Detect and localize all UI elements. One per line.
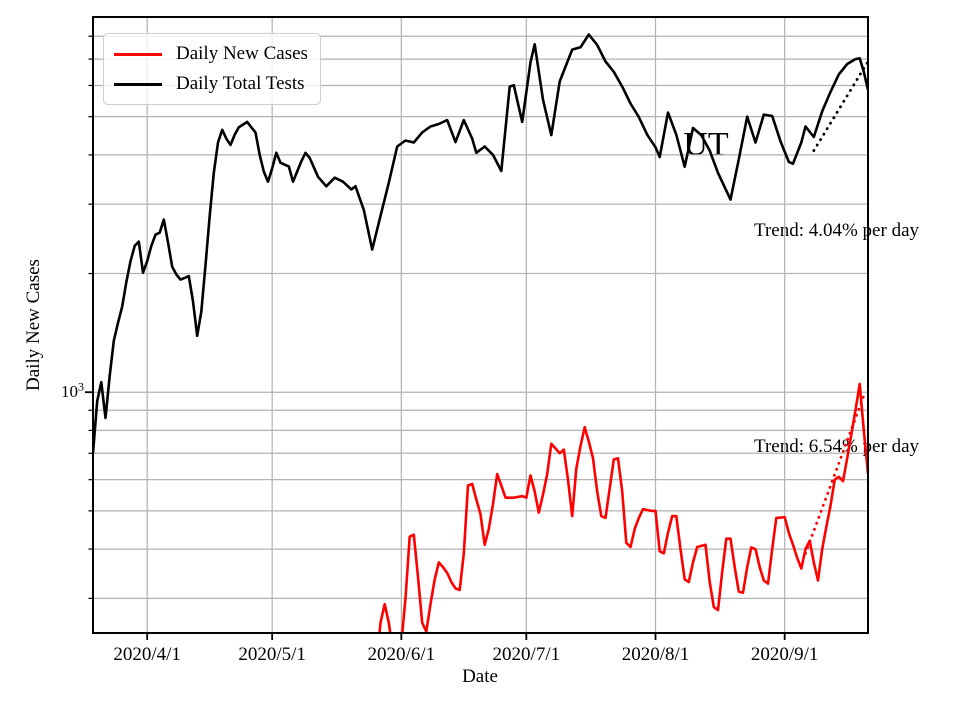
tests-trend-dotted-line bbox=[812, 60, 868, 153]
x-tick-label: 2020/4/1 bbox=[113, 644, 181, 665]
x-tick-label: 2020/9/1 bbox=[750, 644, 819, 665]
cases-trend-label: Trend: 6.54% per day bbox=[754, 436, 919, 457]
x-tick-label: 2020/6/1 bbox=[367, 644, 436, 665]
legend: Daily New Cases Daily Total Tests bbox=[103, 33, 321, 105]
y-tick-label: 103 bbox=[48, 380, 84, 403]
series-line-daily-new-cases bbox=[378, 382, 868, 633]
legend-item: Daily Total Tests bbox=[114, 69, 308, 99]
legend-item: Daily New Cases bbox=[114, 39, 308, 69]
y-tick-exponent: 3 bbox=[78, 379, 84, 394]
series-line-daily-total-tests bbox=[93, 33, 868, 454]
plot-border bbox=[92, 16, 869, 634]
legend-line-sample bbox=[114, 82, 162, 86]
legend-item-label: Daily Total Tests bbox=[176, 73, 305, 94]
x-axis-label: Date bbox=[462, 666, 498, 687]
legend-line-sample bbox=[114, 52, 162, 56]
x-tick-label: 2020/7/1 bbox=[492, 644, 561, 665]
y-axis-label: Daily New Cases bbox=[23, 259, 44, 391]
x-tick-label: 2020/8/1 bbox=[621, 644, 690, 665]
legend-item-label: Daily New Cases bbox=[176, 43, 308, 64]
cases-trend-dotted-line bbox=[804, 394, 866, 555]
tests-trend-label: Trend: 4.04% per day bbox=[754, 220, 919, 241]
x-tick-label: 2020/5/1 bbox=[238, 644, 306, 665]
y-tick-base: 10 bbox=[61, 382, 78, 402]
